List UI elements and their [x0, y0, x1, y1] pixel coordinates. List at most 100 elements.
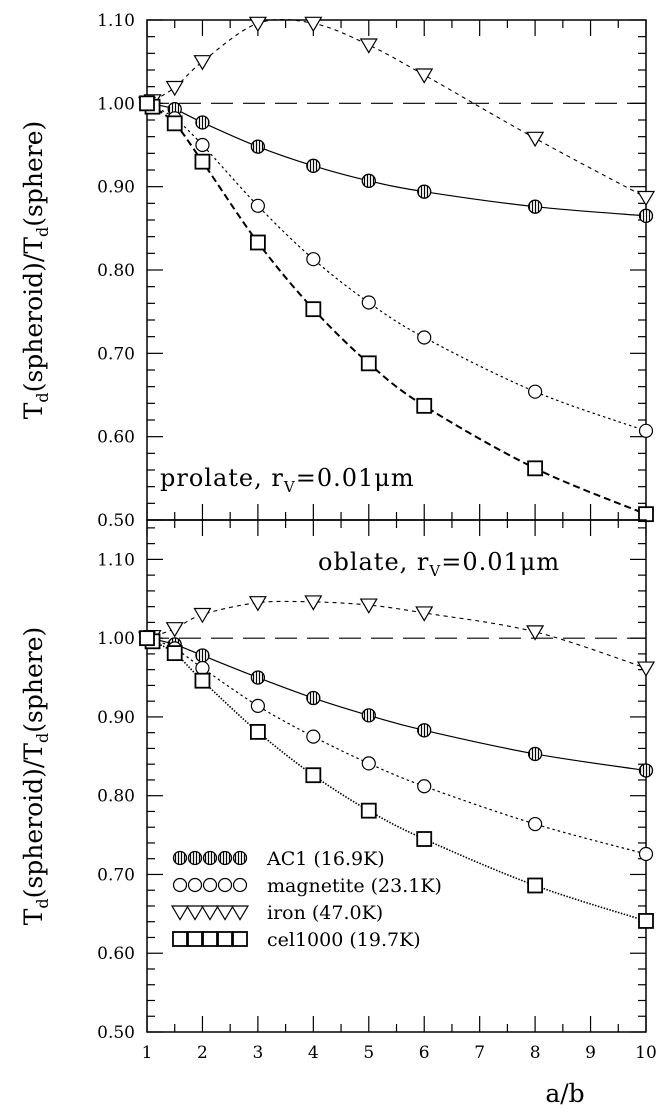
- y-tick-label: 0.80: [97, 261, 135, 281]
- data-point-hatched-circle: [527, 199, 543, 214]
- y-tick-label: 0.90: [97, 178, 135, 198]
- y-axis-title-bottom: Td(spheroid)/Td(sphere): [19, 627, 52, 926]
- data-point-circle: [250, 698, 265, 713]
- legend-label: iron (47.0K): [267, 902, 383, 924]
- series-line-circle: [146, 637, 647, 855]
- series-group-top: [137, 16, 656, 523]
- data-point-square: [139, 630, 155, 647]
- data-point-triangle-down: [636, 190, 656, 207]
- y-tick-label: 0.80: [97, 787, 135, 807]
- data-point-circle: [361, 756, 376, 771]
- data-point-triangle-down: [193, 55, 212, 71]
- x-tick-label: 2: [197, 1043, 208, 1063]
- data-point-hatched-circle: [195, 648, 210, 663]
- x-tick-label: 8: [530, 1043, 541, 1063]
- data-point-circle: [417, 779, 432, 794]
- legend-marker-square: [232, 931, 248, 947]
- legend-label: AC1 (16.9K): [266, 848, 385, 870]
- data-point-square: [360, 355, 377, 372]
- data-point-triangle-down: [165, 80, 184, 97]
- data-point-triangle-down: [359, 38, 378, 54]
- data-point-circle: [528, 384, 543, 399]
- data-point-square: [638, 506, 654, 523]
- data-point-triangle-down: [304, 16, 323, 33]
- data-point-square: [249, 723, 266, 740]
- axes-ticks-top: 0.50 0.60 0.70 0.80 0.90 1.00 1.10: [97, 11, 647, 531]
- data-point-hatched-circle: [361, 173, 376, 188]
- y-tick-label: 1.10: [97, 550, 135, 570]
- data-point-triangle-down: [248, 16, 267, 33]
- data-point-circle: [361, 295, 376, 310]
- data-point-triangle-down: [359, 598, 378, 614]
- legend-marker-hatched-circle: [172, 850, 188, 866]
- y-tick-label: 0.90: [97, 708, 135, 728]
- x-tick-label: 7: [474, 1043, 485, 1063]
- panel-annotation-bottom: oblate, rV=0.01μm: [318, 548, 560, 580]
- data-point-square: [166, 115, 183, 132]
- panel-annotation-top: prolate, rV=0.01μm: [160, 464, 415, 496]
- legend-label: cel1000 (19.7K): [267, 929, 421, 951]
- legend-marker-hatched-circle: [217, 850, 233, 866]
- data-point-square: [527, 877, 544, 894]
- plot-frame-top: [146, 19, 647, 521]
- data-point-triangle-down: [165, 622, 184, 638]
- y-tick-label: 0.70: [97, 865, 135, 885]
- data-point-triangle-down: [636, 661, 656, 677]
- legend: AC1 (16.9K) magnetite (23.1K) iron (47.0K)…: [170, 848, 442, 951]
- data-point-triangle-down: [526, 131, 545, 148]
- y-tick-label: 0.60: [97, 944, 135, 964]
- data-point-triangle-down: [526, 625, 545, 641]
- data-point-square: [416, 397, 433, 414]
- legend-marker-square: [187, 931, 203, 947]
- data-point-hatched-circle: [250, 670, 266, 685]
- x-axis-title: a/b: [545, 1079, 584, 1108]
- x-tick-label: 5: [363, 1043, 374, 1063]
- legend-marker-triangle-down: [170, 905, 190, 921]
- y-tick-label: 1.00: [97, 629, 135, 649]
- legend-marker-triangle-down: [185, 905, 205, 921]
- x-tick-label: 9: [585, 1043, 596, 1063]
- data-point-circle: [528, 816, 543, 832]
- x-tick-label: 3: [252, 1043, 263, 1063]
- series-line-square: [146, 102, 647, 516]
- x-tick-label: 10: [635, 1043, 657, 1063]
- legend-marker-triangle-down: [200, 905, 220, 921]
- data-point-square: [638, 913, 654, 929]
- series-line-hatched-circle: [146, 637, 647, 772]
- data-point-square: [360, 802, 377, 819]
- data-point-triangle-down: [248, 596, 267, 612]
- data-point-circle: [306, 252, 321, 267]
- data-point-circle: [638, 423, 654, 438]
- x-tick-label: 6: [419, 1043, 430, 1063]
- data-point-circle: [417, 330, 432, 345]
- legend-marker-circle: [217, 877, 233, 893]
- data-point-triangle-down: [415, 68, 434, 84]
- data-point-circle: [638, 846, 654, 862]
- series-group-bottom: [137, 595, 656, 929]
- series-line-circle: [146, 102, 647, 432]
- y-axis-title-top: Td(spheroid)/Td(sphere): [19, 121, 52, 420]
- data-point-square: [416, 831, 433, 847]
- data-point-hatched-circle: [638, 208, 654, 223]
- legend-marker-square: [172, 931, 188, 947]
- y-tick-label: 0.60: [97, 428, 135, 448]
- legend-marker-circle: [202, 877, 218, 893]
- data-point-square: [305, 767, 322, 784]
- data-point-hatched-circle: [417, 184, 432, 199]
- data-point-triangle-down: [415, 606, 434, 622]
- data-point-triangle-down: [193, 607, 212, 624]
- data-point-hatched-circle: [306, 690, 321, 706]
- legend-label: magnetite (23.1K): [267, 875, 442, 897]
- data-point-square: [305, 301, 322, 318]
- data-point-square: [139, 95, 155, 112]
- data-point-circle: [195, 660, 210, 676]
- legend-marker-circle: [232, 877, 248, 893]
- data-point-hatched-circle: [195, 115, 210, 130]
- legend-marker-circle: [187, 877, 203, 893]
- y-tick-label: 1.00: [97, 94, 135, 114]
- x-tick-label: 1: [142, 1043, 153, 1063]
- data-point-triangle-down: [304, 595, 323, 611]
- data-point-hatched-circle: [361, 708, 376, 723]
- axes-ticks-bottom: 0.50 0.60 0.70 0.80 0.90 1.00 1.10 1 2 3 4 5 6 7 8 9 10: [97, 520, 657, 1063]
- x-tick-label: 4: [308, 1043, 319, 1063]
